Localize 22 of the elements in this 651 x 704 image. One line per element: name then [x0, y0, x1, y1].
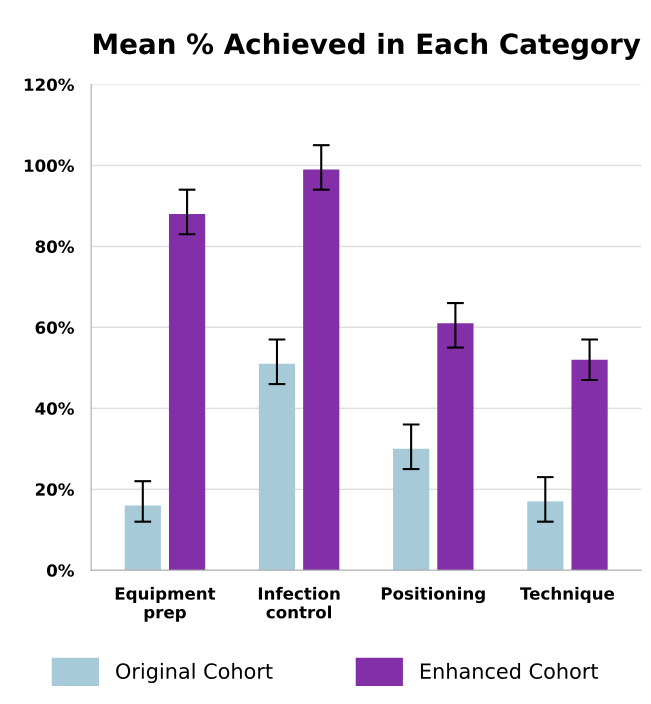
bar — [168, 214, 206, 570]
y-tick-label: 0% — [46, 564, 74, 577]
legend-label: Original Cohort — [116, 662, 273, 684]
y-tick-label: 20% — [36, 483, 74, 496]
y-tick-label: 60% — [36, 321, 74, 334]
x-tick-label: Positioning — [382, 586, 485, 604]
x-tick-label: Equipment prep — [116, 586, 216, 622]
chart-title: Mean % Achieved in Each Category — [94, 32, 640, 60]
legend-label: Enhanced Cohort — [420, 662, 598, 679]
x-tick-label: Technique — [520, 586, 614, 604]
bar — [393, 448, 430, 570]
y-tick-label: 80% — [36, 240, 74, 253]
bar — [258, 364, 296, 570]
x-tick-label: Infection control — [258, 586, 340, 618]
bar — [437, 323, 474, 570]
bar — [303, 169, 340, 570]
y-tick-label: 120% — [24, 78, 74, 92]
y-tick-label: 100% — [24, 159, 74, 172]
y-tick-label: 40% — [35, 402, 74, 415]
bar — [571, 360, 608, 570]
bar — [124, 505, 161, 570]
bar — [527, 501, 564, 570]
